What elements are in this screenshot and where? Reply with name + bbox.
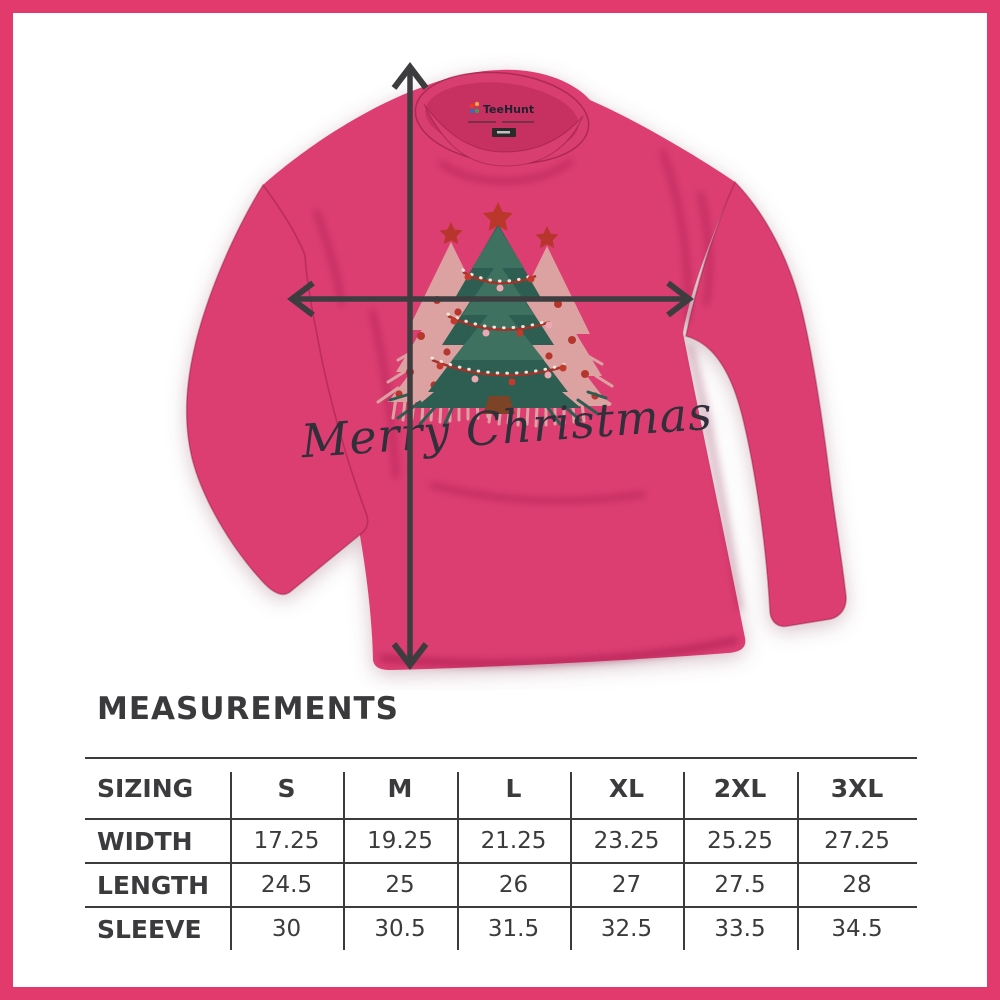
measurement-value: 25.25 — [683, 820, 797, 862]
table-header-row: SIZING S M L XL 2XL 3XL — [85, 757, 917, 820]
garland-ornaments — [436, 273, 567, 386]
column-header-m: M — [343, 759, 457, 818]
measurement-value: 19.25 — [343, 820, 457, 862]
column-header-s: S — [230, 759, 343, 818]
width-arrow-icon — [287, 280, 694, 318]
brand-logo-icon — [469, 103, 475, 109]
neck-label: TeeHunt — [468, 101, 534, 137]
measurement-arrows — [287, 62, 694, 670]
measurement-value: 27 — [570, 864, 683, 906]
measurement-value: 34.5 — [797, 908, 917, 950]
measurement-value: 27.5 — [683, 864, 797, 906]
star-right — [535, 226, 559, 249]
collar — [414, 71, 590, 167]
measurement-value: 24.5 — [230, 864, 343, 906]
sizing-header: SIZING — [97, 774, 194, 803]
measurement-value: 32.5 — [570, 908, 683, 950]
measurement-value: 31.5 — [457, 908, 570, 950]
length-arrow-icon — [391, 62, 429, 670]
column-header-3xl: 3XL — [797, 759, 917, 818]
column-header-l: L — [457, 759, 570, 818]
measurement-value: 17.25 — [230, 820, 343, 862]
measurement-value: 25 — [343, 864, 457, 906]
row-label: SLEEVE — [97, 914, 202, 944]
measurement-value: 33.5 — [683, 908, 797, 950]
column-header-xl: XL — [570, 759, 683, 818]
row-label: LENGTH — [97, 870, 209, 900]
measurement-value: 30 — [230, 908, 343, 950]
measurements-title: MEASUREMENTS — [97, 691, 400, 727]
measurement-value: 23.25 — [570, 820, 683, 862]
tree-trunk — [483, 396, 515, 414]
measurement-value: 27.25 — [797, 820, 917, 862]
row-label: WIDTH — [97, 826, 193, 856]
measurement-value: 26 — [457, 864, 570, 906]
column-header-2xl: 2XL — [683, 759, 797, 818]
measurement-value: 28 — [797, 864, 917, 906]
table-row-width: WIDTH 17.25 19.25 21.25 23.25 25.25 27.2… — [85, 820, 917, 864]
brand-name: TeeHunt — [483, 103, 534, 116]
table-row-sleeve: SLEEVE 30 30.5 31.5 32.5 33.5 34.5 — [85, 908, 917, 950]
measurement-value: 30.5 — [343, 908, 457, 950]
right-sleeve — [685, 180, 847, 628]
measurement-value: 21.25 — [457, 820, 570, 862]
sizing-table: SIZING S M L XL 2XL 3XL WIDTH 17.25 19.2… — [85, 757, 917, 950]
star-left — [439, 222, 463, 245]
pink-shirt: TeeHunt — [185, 69, 847, 671]
star-center — [482, 202, 514, 231]
table-row-length: LENGTH 24.5 25 26 27 27.5 28 — [85, 864, 917, 908]
product-photo: TeeHunt — [185, 62, 847, 671]
